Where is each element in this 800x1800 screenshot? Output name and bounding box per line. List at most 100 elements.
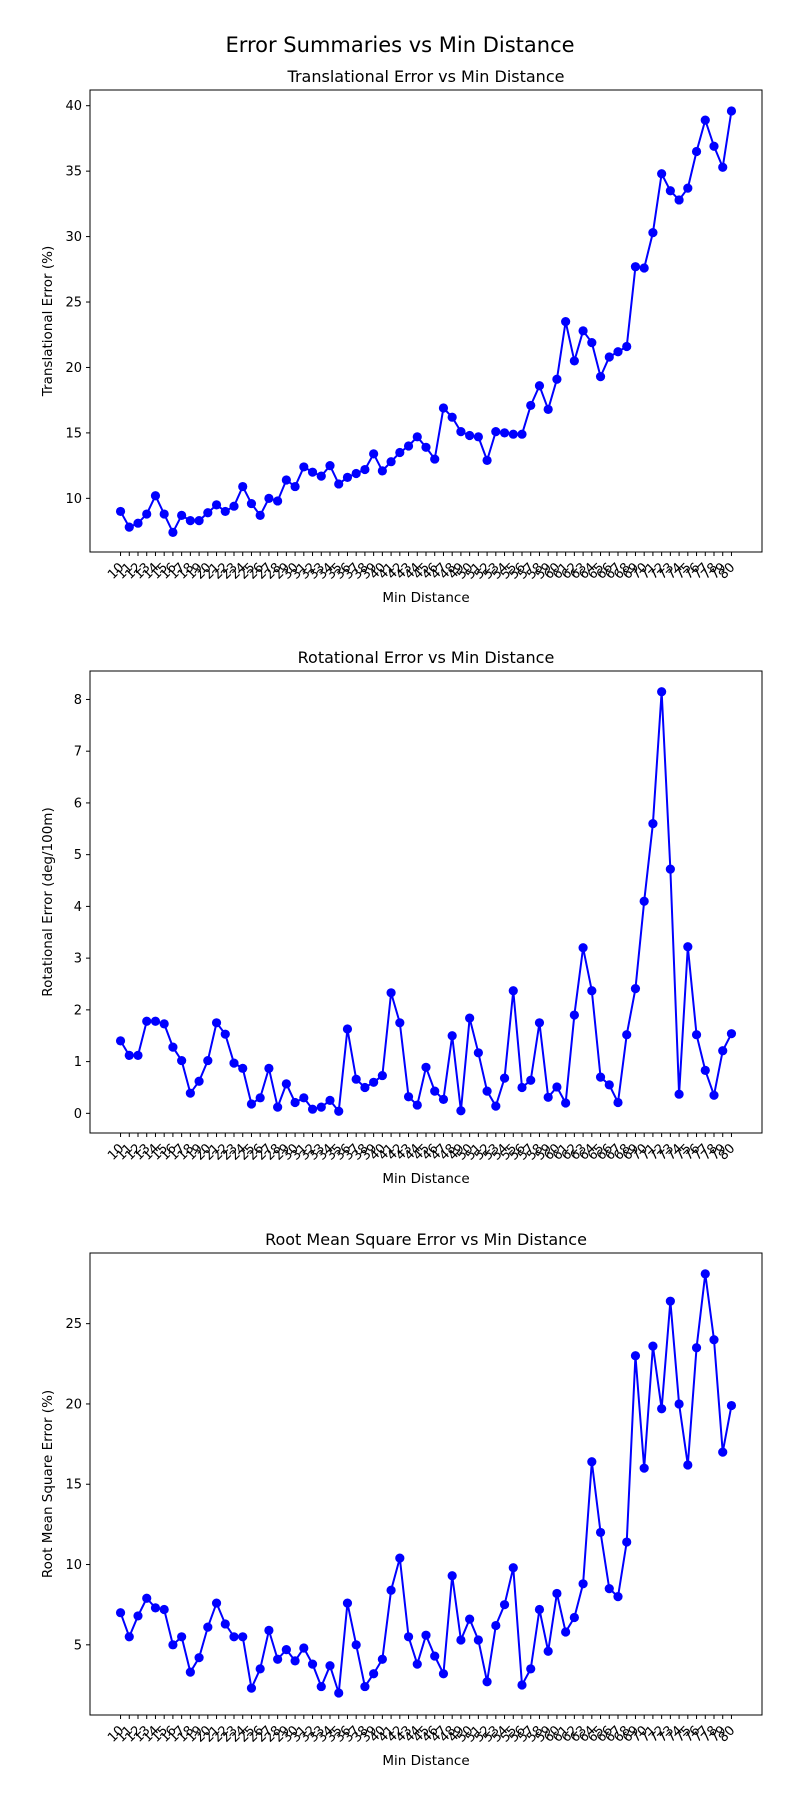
data-point (639, 263, 649, 273)
chart-title: Translational Error vs Min Distance (287, 67, 565, 86)
series-line (119, 1273, 733, 1694)
data-point (377, 466, 387, 476)
translational-error-panel: Translational Error vs Min Distance 10 15 2… (40, 67, 763, 606)
y-tick-label: 7 (74, 745, 82, 760)
data-point (246, 498, 257, 509)
data-point (595, 372, 606, 382)
data-point (534, 1018, 545, 1028)
data-point (281, 475, 291, 485)
data-point (177, 1632, 187, 1642)
data-point (307, 1659, 318, 1669)
data-point (403, 1092, 414, 1102)
data-point (473, 432, 483, 442)
data-point (491, 1101, 501, 1111)
data-point (709, 1090, 719, 1100)
data-point (578, 326, 588, 336)
data-point (508, 429, 518, 439)
data-point (665, 864, 675, 874)
data-point (613, 1592, 623, 1602)
data-point (360, 1082, 370, 1093)
data-point (124, 1050, 134, 1060)
data-point (534, 381, 545, 391)
data-point (587, 1457, 597, 1467)
data-point (273, 1654, 283, 1664)
y-tick-label: 2 (74, 1003, 82, 1018)
data-point (700, 115, 710, 125)
data-point (264, 1063, 274, 1073)
data-point (264, 493, 274, 503)
data-point (552, 1588, 562, 1599)
data-point (718, 1447, 728, 1457)
data-point (499, 1600, 510, 1610)
data-point (159, 1019, 169, 1029)
plot-frame (89, 89, 763, 553)
data-point (630, 1351, 641, 1361)
data-point (395, 447, 405, 458)
data-point (438, 1094, 449, 1104)
data-point (491, 426, 501, 437)
data-point (691, 1030, 702, 1040)
data-point (552, 1082, 562, 1092)
data-point (630, 984, 641, 994)
data-point (430, 454, 440, 464)
y-axis-label: Rotational Error (deg/100m) (40, 807, 56, 996)
data-point (142, 1016, 152, 1026)
y-tick-label: 15 (65, 426, 82, 441)
data-point (334, 1106, 344, 1116)
data-point (718, 1046, 728, 1056)
data-point (403, 441, 414, 451)
data-point (517, 1082, 527, 1093)
y-tick-label: 40 (65, 99, 82, 114)
data-point (360, 464, 370, 475)
data-point (412, 1659, 422, 1669)
y-tick-label: 4 (74, 900, 82, 915)
data-point (726, 1029, 737, 1039)
data-point (386, 988, 396, 998)
data-point (630, 262, 641, 272)
data-point (543, 404, 553, 414)
data-point (508, 986, 518, 996)
data-point (543, 1092, 553, 1102)
data-point (718, 162, 728, 172)
data-point (526, 1664, 536, 1674)
data-point (159, 1604, 169, 1615)
data-point (290, 1097, 300, 1108)
data-point (351, 468, 361, 479)
data-point (281, 1079, 291, 1089)
data-point (351, 1640, 361, 1650)
data-point (648, 1341, 658, 1351)
data-point (299, 1643, 309, 1653)
data-point (211, 1018, 222, 1028)
y-tick-label: 3 (74, 952, 82, 967)
data-point (185, 1088, 195, 1098)
data-point (534, 1604, 545, 1615)
data-point (238, 481, 248, 492)
data-point (604, 1584, 614, 1594)
data-point (334, 1688, 344, 1698)
data-point (691, 146, 702, 157)
data-point (438, 1669, 449, 1679)
data-point (290, 1656, 300, 1666)
y-tick-label: 8 (74, 693, 82, 708)
data-point (482, 455, 492, 465)
data-point (491, 1620, 501, 1631)
data-point (255, 1664, 265, 1674)
data-point (526, 1075, 536, 1085)
data-point (395, 1018, 405, 1028)
data-point (168, 1042, 178, 1052)
data-point (665, 186, 675, 196)
data-point (377, 1654, 387, 1664)
data-point (465, 1614, 475, 1624)
data-point (700, 1269, 710, 1279)
data-point (674, 195, 684, 205)
data-point (456, 1106, 466, 1116)
data-point (159, 509, 169, 519)
data-point (674, 1089, 684, 1099)
data-point (517, 1680, 527, 1690)
data-point (150, 1016, 161, 1026)
data-point (133, 1050, 143, 1060)
data-point (307, 467, 318, 477)
data-point (168, 527, 178, 537)
data-point (386, 1585, 396, 1595)
